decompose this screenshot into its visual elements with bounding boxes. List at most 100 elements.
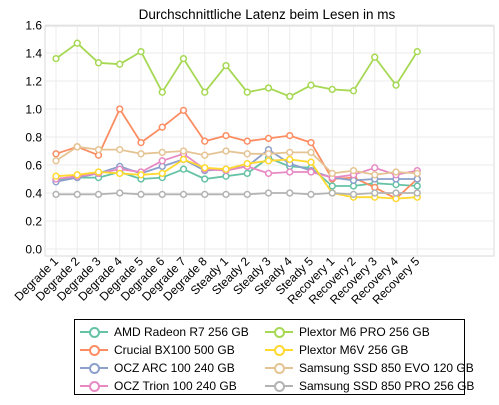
data-point [116,169,124,178]
data-point [371,189,379,197]
data-point [307,138,315,147]
legend-dot [274,344,285,356]
data-point [137,190,145,199]
data-point [73,143,81,151]
data-point [286,168,294,176]
y-tick-label: 0.0 [25,243,42,257]
legend-dot [274,362,285,374]
legend-item: Samsung SSD 850 PRO 256 GB [265,376,474,395]
data-point [264,84,273,92]
legend-dot [274,380,285,392]
data-point [307,148,315,157]
data-point [179,155,188,164]
data-point [413,169,421,178]
legend-label: Samsung SSD 850 EVO 120 GB [299,360,474,375]
legend-label: OCZ Trion 100 240 GB [114,378,237,393]
data-point [158,88,166,96]
y-tick-label: 0.4 [25,187,42,201]
data-point [413,189,421,197]
data-point [52,157,60,165]
data-point [222,131,230,140]
legend-marker [265,361,293,375]
data-point [243,190,251,199]
data-point [222,190,230,199]
data-point [179,165,188,173]
legend-marker [80,325,108,339]
y-tick-label: 0.8 [25,131,42,145]
data-point [286,148,294,157]
data-point [307,158,315,166]
data-point [222,147,230,155]
data-point [243,169,251,178]
data-point [264,169,273,178]
data-point [52,150,60,158]
data-point [52,172,60,180]
data-point [328,182,336,190]
data-point [328,169,336,178]
y-tick-label: 1.2 [25,75,42,89]
legend-dot [89,344,100,356]
legend-label: Samsung SSD 850 PRO 256 GB [299,378,475,393]
legend-item: OCZ ARC 100 240 GB [80,358,235,377]
y-tick-label: 1.0 [25,103,42,117]
data-point [52,190,60,199]
legend-marker [80,361,108,375]
data-point [137,171,145,179]
y-axis-ticks: 0.0 0.2 0.4 0.6 0.8 1.0 1.2 1.4 1.6 [25,19,42,257]
data-point [222,165,230,173]
legend-item: OCZ Trion 100 240 GB [80,376,237,395]
data-point [328,189,336,197]
legend-label: Crucial BX100 500 GB [114,342,235,357]
data-point [413,47,421,56]
data-point [392,81,400,89]
data-point [73,190,81,199]
series-8 [52,189,421,199]
data-point [116,189,124,197]
legend-item: AMD Radeon R7 256 GB [80,322,249,341]
data-point [201,190,209,199]
legend-dot [89,326,100,338]
series-line [55,108,418,200]
data-point [243,159,251,168]
data-point [243,137,251,145]
data-point [137,47,145,56]
legend-marker [265,325,293,339]
legend-label: Plextor M6 PRO 256 GB [299,324,430,339]
data-point [307,190,315,199]
data-point [179,54,188,63]
data-point [243,88,251,96]
data-point [137,138,145,147]
data-point [349,87,358,95]
chart-title: Durchschnittliche Latenz beim Lesen in m… [139,7,396,22]
data-point [264,157,273,165]
data-point [158,157,166,165]
data-point [179,106,188,115]
legend: AMD Radeon R7 256 GB Crucial BX100 500 GB… [74,319,474,395]
data-point [392,189,400,197]
data-point [158,190,166,199]
data-point [286,155,294,164]
data-point [201,137,209,145]
data-point [94,145,103,154]
data-point [73,39,81,47]
data-point [158,169,166,178]
data-point [116,105,124,113]
data-point [371,171,379,179]
data-point [243,150,251,158]
data-point [201,175,209,183]
legend-marker [80,379,108,393]
legend-dot [274,326,285,338]
data-point [158,148,166,157]
data-point [116,60,124,68]
data-point [179,190,188,199]
y-tick-label: 0.6 [25,159,42,173]
data-point [286,92,294,101]
data-point [264,189,273,197]
data-point [371,53,379,61]
data-point [73,171,81,179]
data-point [264,150,273,158]
legend-label: OCZ ARC 100 240 GB [114,360,235,375]
legend-label: Plextor M6V 256 GB [299,342,409,357]
y-tick-label: 0.2 [25,215,42,229]
